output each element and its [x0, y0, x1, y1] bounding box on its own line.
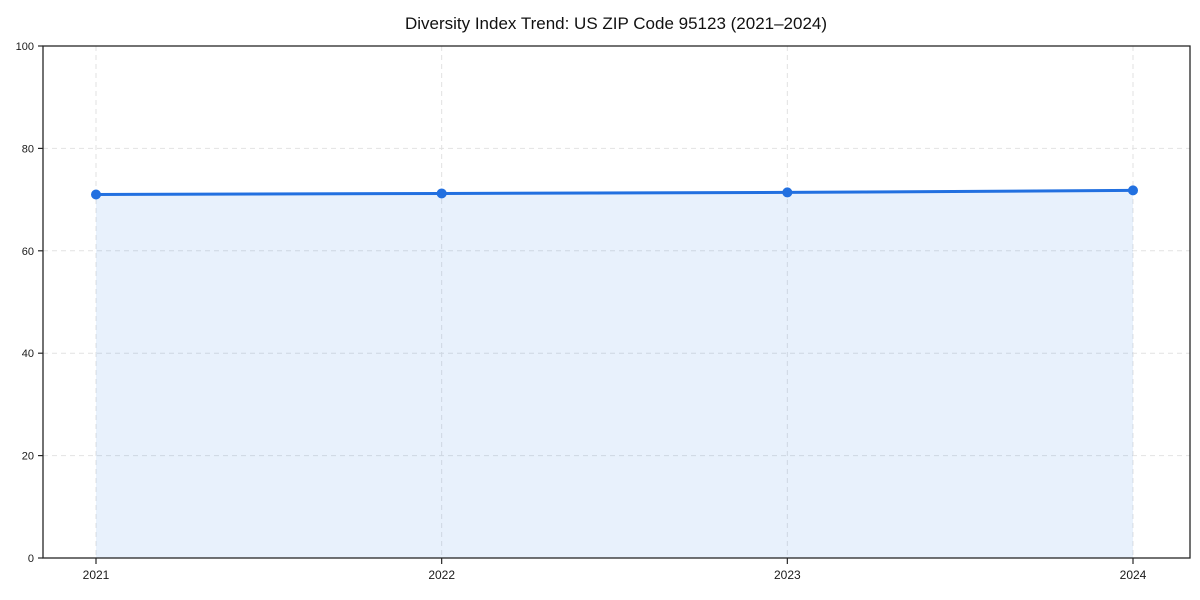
chart-title: Diversity Index Trend: US ZIP Code 95123… [405, 14, 827, 33]
plot-root: 0 20 40 60 80 100 2021 2022 2023 2024 [16, 41, 1191, 582]
x-tick-label: 2023 [774, 568, 801, 582]
x-tick-label: 2024 [1120, 568, 1147, 582]
data-point-marker [782, 187, 793, 198]
data-point-marker [91, 189, 101, 200]
trend-line [94, 188, 1135, 196]
area-fill [96, 190, 1133, 558]
y-tick-label: 20 [22, 451, 34, 463]
y-tick-label: 40 [22, 348, 34, 360]
data-point-marker [1128, 185, 1138, 196]
x-tick-label: 2022 [428, 568, 455, 582]
y-tick-label: 60 [22, 246, 34, 258]
data-point-marker [436, 188, 447, 199]
y-tick-label: 0 [28, 553, 34, 565]
x-tick-label: 2021 [83, 568, 110, 582]
y-tick-label: 80 [22, 143, 34, 155]
plot-border [42, 45, 1191, 559]
y-tick-label: 100 [16, 41, 34, 53]
